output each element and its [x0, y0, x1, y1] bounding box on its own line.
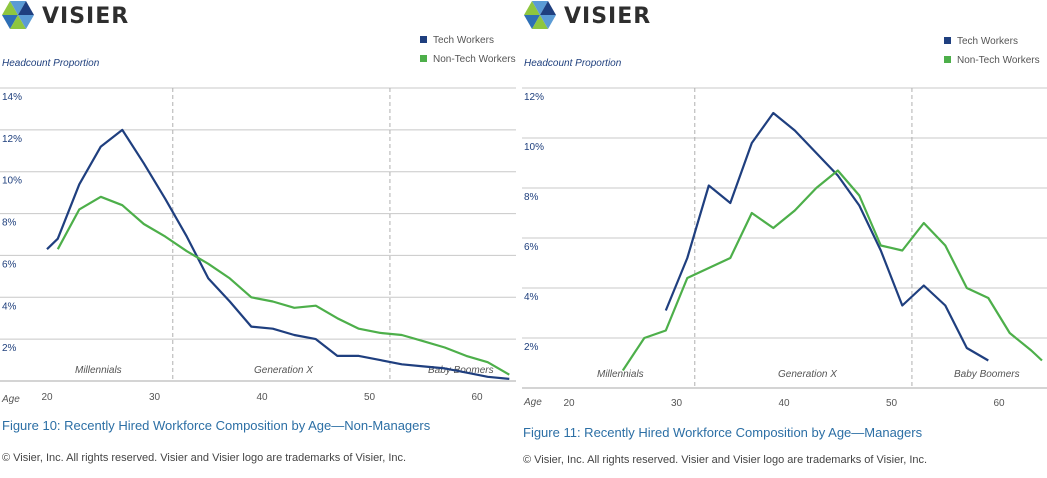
generation-label: Baby Boomers [954, 369, 1020, 380]
series-line-non-tech-workers [621, 169, 1043, 372]
y-tick-label: 12% [524, 92, 544, 103]
y-axis-label: Headcount Proportion [524, 58, 622, 69]
generation-label: Millennials [75, 365, 122, 376]
line-chart-non-managers: Headcount Proportion 2% 4% 6% 8% 10% 12% 14% Mil… [0, 35, 516, 405]
figure-caption: Figure 11: Recently Hired Workforce Comp… [523, 425, 923, 440]
x-axis-label: Age [523, 397, 542, 408]
chart-panel-managers: VISIER Headcount Proportion 2% 4% 6% 8% 10% 12… [522, 0, 1047, 478]
x-tick-label: 60 [471, 392, 483, 403]
copyright-notice: © Visier, Inc. All rights reserved. Visi… [523, 454, 928, 466]
legend-swatch [420, 36, 427, 43]
series-line-non-tech-workers [56, 195, 510, 376]
series-line-tech-workers [46, 128, 510, 380]
y-tick-label: 12% [2, 134, 22, 145]
y-tick-label: 8% [2, 218, 17, 229]
x-axis-label: Age [1, 394, 20, 405]
y-tick-label: 2% [2, 343, 17, 354]
legend-label: Non-Tech Workers [957, 55, 1040, 66]
visier-logo: VISIER [524, 0, 650, 35]
x-tick-label: 20 [41, 392, 53, 403]
legend-swatch [944, 37, 951, 44]
x-tick-label: 50 [364, 392, 376, 403]
x-tick-label: 20 [563, 398, 575, 409]
visier-logo-icon [524, 1, 556, 29]
copyright-notice: © Visier, Inc. All rights reserved. Visi… [2, 452, 407, 464]
generation-label: Generation X [778, 369, 837, 380]
x-tick-label: 40 [778, 398, 790, 409]
y-tick-label: 6% [524, 242, 539, 253]
y-tick-label: 10% [2, 176, 22, 187]
visier-logo: VISIER [2, 0, 128, 35]
figure-caption: Figure 10: Recently Hired Workforce Comp… [2, 418, 431, 433]
brand-name: VISIER [42, 4, 130, 29]
legend-swatch [420, 55, 427, 62]
x-tick-label: 40 [256, 392, 268, 403]
y-tick-label: 4% [524, 292, 539, 303]
series-line-tech-workers [664, 111, 989, 362]
x-tick-label: 50 [886, 398, 898, 409]
line-chart-managers: Headcount Proportion 2% 4% 6% 8% 10% 12% Millen… [522, 36, 1047, 409]
generation-label: Generation X [254, 365, 313, 376]
legend-label: Tech Workers [433, 35, 494, 46]
legend-swatch [944, 56, 951, 63]
y-tick-label: 8% [524, 192, 539, 203]
y-tick-label: 10% [524, 142, 544, 153]
generation-label: Millennials [597, 369, 644, 380]
x-tick-label: 60 [993, 398, 1005, 409]
y-tick-label: 4% [2, 301, 17, 312]
x-tick-label: 30 [149, 392, 161, 403]
y-axis-label: Headcount Proportion [2, 58, 100, 69]
x-tick-label: 30 [671, 398, 683, 409]
legend-label: Non-Tech Workers [433, 54, 516, 65]
chart-panel-non-managers: VISIER Headcount Proportion 2% 4% 6% 8% 10% 12… [0, 0, 522, 478]
y-tick-label: 6% [2, 259, 17, 270]
visier-logo-icon [2, 1, 34, 29]
y-tick-label: 2% [524, 342, 539, 353]
brand-name: VISIER [564, 4, 652, 29]
y-tick-label: 14% [2, 92, 22, 103]
legend-label: Tech Workers [957, 36, 1018, 47]
